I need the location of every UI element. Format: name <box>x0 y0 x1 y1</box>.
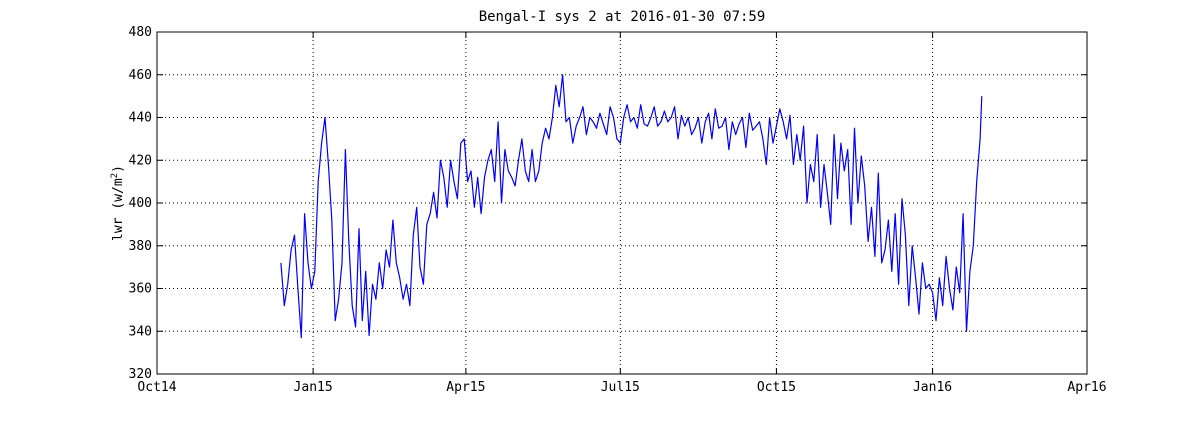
ticks: 320 340 360 380 400 420 440 460 480 Oct14 Jan15 Apr… <box>129 25 1107 395</box>
y-axis-label-superscript: 2 <box>110 173 120 178</box>
x-tick-label: Oct15 <box>757 380 796 395</box>
x-tick-label: Jul15 <box>601 380 640 395</box>
x-tick-label: Oct14 <box>137 380 176 395</box>
y-axis-label-main: lwr (w/m <box>111 178 126 241</box>
grid <box>157 32 1087 374</box>
y-tick-label: 400 <box>129 196 152 211</box>
y-tick-label: 480 <box>129 25 152 40</box>
y-tick-label: 460 <box>129 68 152 83</box>
y-axis-label: lwr (w/m2) <box>110 165 126 241</box>
series-line <box>280 74 983 339</box>
y-tick-label: 340 <box>129 324 152 339</box>
chart-title: Bengal-I sys 2 at 2016-01-30 07:59 <box>479 9 766 25</box>
y-tick-label: 440 <box>129 111 152 126</box>
y-tick-label: 380 <box>129 239 152 254</box>
y-tick-label: 360 <box>129 282 152 297</box>
x-tick-label: Apr15 <box>446 380 485 395</box>
x-tick-label: Jan15 <box>294 380 333 395</box>
y-tick-label: 320 <box>129 367 152 382</box>
x-tick-label: Apr16 <box>1067 380 1106 395</box>
y-tick-label: 420 <box>129 153 152 168</box>
x-tick-label: Jan16 <box>913 380 952 395</box>
series-layer <box>280 74 983 339</box>
y-axis-label-close: ) <box>111 165 126 173</box>
